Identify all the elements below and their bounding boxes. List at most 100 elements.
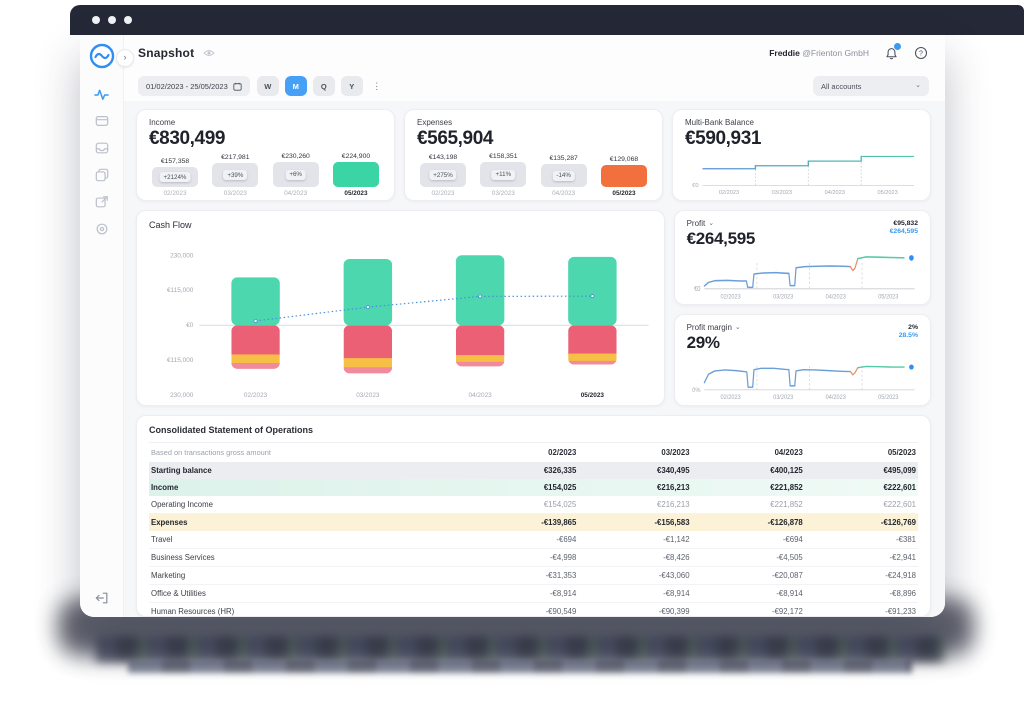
sidebar-item-export[interactable] [93,193,111,211]
cashflow-xtick: 02/2023 [244,392,268,399]
profit-metric-select[interactable]: Profit ⌄ [687,219,918,228]
sidebar-item-documents[interactable] [93,166,111,184]
change-badge: +6% [285,169,306,180]
window-control-dot[interactable] [124,16,132,24]
income-mini-column-02/2023[interactable]: €157,358 +2124% 02/2023 [151,158,199,197]
row-value: -€156,583 [654,518,690,527]
change-badge: +275% [429,170,457,180]
eye-icon [203,50,215,56]
inbox-icon [95,142,108,154]
income-mini-column-03/2023[interactable]: €217,981 +39% 03/2023 [211,154,259,197]
app-logo[interactable] [89,43,115,69]
balance-total: €590,931 [685,128,762,149]
row-label: Human Resources (HR) [151,607,235,616]
profit-margin-total: 29% [686,333,720,353]
expenses-mini-column-04/2023[interactable]: €135,287 -14% 04/2023 [540,155,588,197]
export-icon [95,196,108,208]
period-button-m[interactable]: M [284,76,307,96]
cash-flow-card: Cash Flow 230,000 €115,000 €0 €115,000 230,0… [136,210,665,406]
mini-bar: +39% [212,163,259,187]
expenses-card-title: Expenses [417,118,453,127]
user-company: @Frienton GmbH [802,48,869,58]
user-name: Freddie [769,48,800,58]
mini-bar-value: €230,260 [281,153,310,160]
sidebar-collapse-button[interactable]: › [116,49,134,67]
date-range-picker[interactable]: 01/02/2023 - 25/05/2023 [138,76,250,96]
mini-bar-month-label: 04/2023 [552,190,576,197]
period-button-y[interactable]: Y [340,76,363,96]
statement-column-header: 05/2023 [887,448,916,457]
svg-text:04/2023: 04/2023 [825,190,845,196]
change-badge: -14% [552,170,575,181]
sidebar-item-logout[interactable] [93,589,111,607]
svg-text:05/2023: 05/2023 [878,395,899,401]
chevron-down-icon: ⌄ [708,219,715,227]
mini-bar-value: €135,287 [549,155,578,162]
row-value: -€8,914 [663,589,690,598]
expenses-mini-column-02/2023[interactable]: €143,198 +275% 02/2023 [419,154,467,197]
table-row-operating-income[interactable]: Operating Income €154,025 €216,213 €221,852… [149,496,918,514]
mini-bar: +275% [420,163,466,187]
statement-column-header: 02/2023 [548,448,577,457]
cashflow-ytick: 230,000 [170,392,194,399]
pulse-icon [94,89,109,100]
table-row-expenses[interactable]: Expenses -€139,865 -€156,583 -€126,878 -€126… [149,514,918,531]
profit-total: €264,595 [686,229,756,248]
sidebar-item-snapshot[interactable] [93,85,111,103]
sidebar-item-accounts[interactable] [93,112,111,130]
sidebar-item-settings[interactable] [93,220,111,238]
table-row-marketing[interactable]: Marketing -€31,353 -€43,060 -€20,087 -€24,91… [149,567,918,585]
mini-bar-value: €158,351 [489,153,518,160]
page-header: Snapshot Freddie @Frienton GmbH ? [124,35,945,71]
row-value: -€24,918 [885,571,916,580]
accounts-filter-select[interactable]: All accounts ⌄ [813,76,929,96]
row-value: -€694 [782,535,803,544]
income-mini-column-05/2023[interactable]: €224,900 05/2023 [332,153,380,197]
main-area: Snapshot Freddie @Frienton GmbH ? 01/02/… [124,35,945,617]
notifications-button[interactable] [883,42,902,61]
toolbar-more-button[interactable]: ⋮ [372,80,382,91]
svg-text:€0: €0 [692,183,698,189]
mini-bar [332,162,379,187]
row-value: €216,213 [657,483,690,492]
cash-flow-title: Cash Flow [149,220,192,230]
sidebar-item-inbox[interactable] [93,139,111,157]
table-row-business-services[interactable]: Business Services -€4,998 -€8,426 -€4,505 -€… [149,549,918,567]
window-control-dot[interactable] [108,16,116,24]
profit-card-title: Profit [686,219,706,228]
row-label: Travel [151,535,173,544]
profit-margin-current-value: 28.5% [898,332,918,340]
mini-bar-month-label: 03/2023 [491,190,515,197]
expenses-card: Expenses €565,904 €143,198 +275% 02/2023 €1… [404,109,663,201]
period-button-w[interactable]: W [256,76,279,96]
page-title: Snapshot [138,46,195,60]
table-row-travel[interactable]: Travel -€694 -€1,142 -€694 -€381 [149,531,918,549]
income-mini-column-04/2023[interactable]: €230,260 +6% 04/2023 [272,153,320,197]
statement-table: Based on transactions gross amount 02/202… [149,443,918,617]
table-row-income[interactable]: Income €154,025 €216,213 €221,852 €222,601 [149,479,918,496]
profit-margin-card-title: Profit margin [686,323,732,333]
expenses-mini-column-05/2023[interactable]: €129,068 05/2023 [600,156,648,197]
cashflow-xtick: 05/2023 [581,392,605,399]
window-control-dot[interactable] [92,16,100,24]
svg-text:02/2023: 02/2023 [720,395,741,401]
accounts-filter-value: All accounts [821,81,862,91]
row-value: €221,852 [770,500,803,509]
visibility-toggle[interactable] [203,47,215,59]
cashflow-xtick: 04/2023 [468,392,492,399]
user-menu[interactable]: Freddie @Frienton GmbH [769,48,869,58]
table-row-human-resources-hr-[interactable]: Human Resources (HR) -€90,549 -€90,399 -€92… [149,603,918,617]
help-button[interactable]: ? [913,45,929,61]
change-badge: +11% [491,169,516,180]
row-value: -€8,426 [663,553,690,562]
profit-line-chart: €0 02/2023 03/2023 04/2023 05/2023 [694,255,915,300]
logout-icon [95,592,108,604]
period-button-q[interactable]: Q [312,76,335,96]
table-row-office-utilities[interactable]: Office & Utilities -€8,914 -€8,914 -€8,914 -… [149,585,918,603]
table-row-starting-balance[interactable]: Starting balance €326,335 €340,495 €400,125… [149,462,918,479]
statement-column-header: 03/2023 [661,448,690,457]
profit-margin-metric-select[interactable]: Profit margin ⌄ [687,323,918,332]
expenses-mini-column-03/2023[interactable]: €158,351 +11% 03/2023 [479,153,527,197]
question-icon: ? [914,46,928,60]
